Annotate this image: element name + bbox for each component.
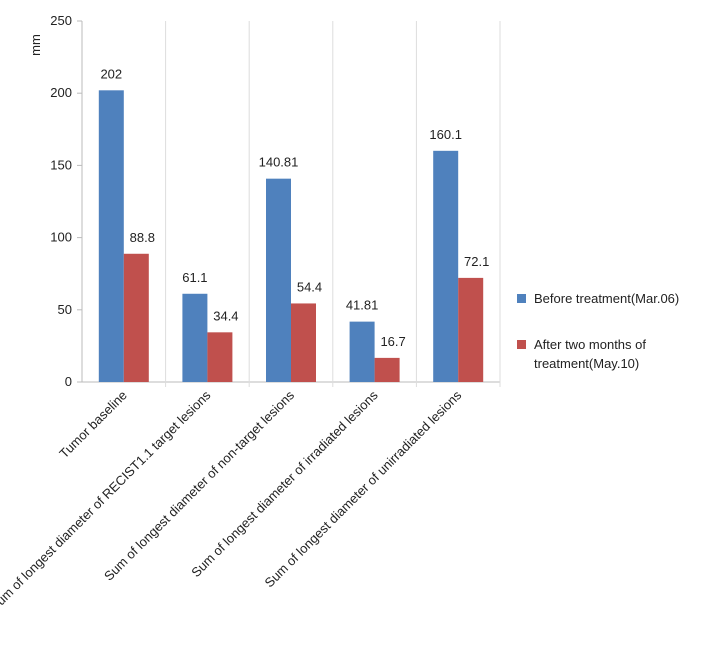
bar [266, 178, 291, 382]
y-tick-label: 0 [65, 374, 72, 389]
x-tick-label: Sum of longest diameter of irradiated le… [188, 387, 381, 580]
value-label: 140.81 [259, 155, 299, 170]
value-label: 16.7 [380, 334, 405, 349]
bar [123, 253, 149, 382]
value-label: 54.4 [297, 279, 322, 294]
x-tick-label: Tumor baseline [56, 388, 130, 462]
bar [207, 332, 233, 382]
value-label: 61.1 [182, 270, 207, 285]
bar [458, 277, 484, 382]
x-tick-label: Sum of longest diameter of unirradiated … [262, 387, 465, 590]
value-label: 88.8 [130, 230, 155, 245]
y-tick-label: 150 [50, 157, 72, 172]
y-tick-label: 250 [50, 13, 72, 28]
y-tick-label: 100 [50, 230, 72, 245]
bar [433, 150, 459, 382]
legend-swatch [517, 340, 526, 349]
legend-label: Before treatment(Mar.06) [534, 291, 680, 306]
bar [374, 357, 400, 382]
bar [291, 303, 316, 382]
value-label: 41.81 [346, 298, 379, 313]
x-tick-label: Sum of longest diameter of non-target le… [101, 387, 297, 583]
legend-swatch [517, 294, 526, 303]
bar [98, 90, 124, 382]
y-tick-label: 200 [50, 85, 72, 100]
y-axis-label: mm [28, 34, 43, 56]
bar [349, 321, 375, 382]
value-label: 34.4 [213, 308, 238, 323]
bar [182, 293, 208, 382]
value-label: 72.1 [464, 254, 489, 269]
legend-label: After two months of treatment(May.10) [534, 337, 646, 371]
legend-item: Before treatment(Mar.06) [517, 289, 717, 308]
value-label: 160.1 [429, 127, 462, 142]
legend-item: After two months of treatment(May.10) [517, 335, 717, 373]
value-label: 202 [100, 66, 122, 81]
y-tick-label: 50 [58, 302, 72, 317]
